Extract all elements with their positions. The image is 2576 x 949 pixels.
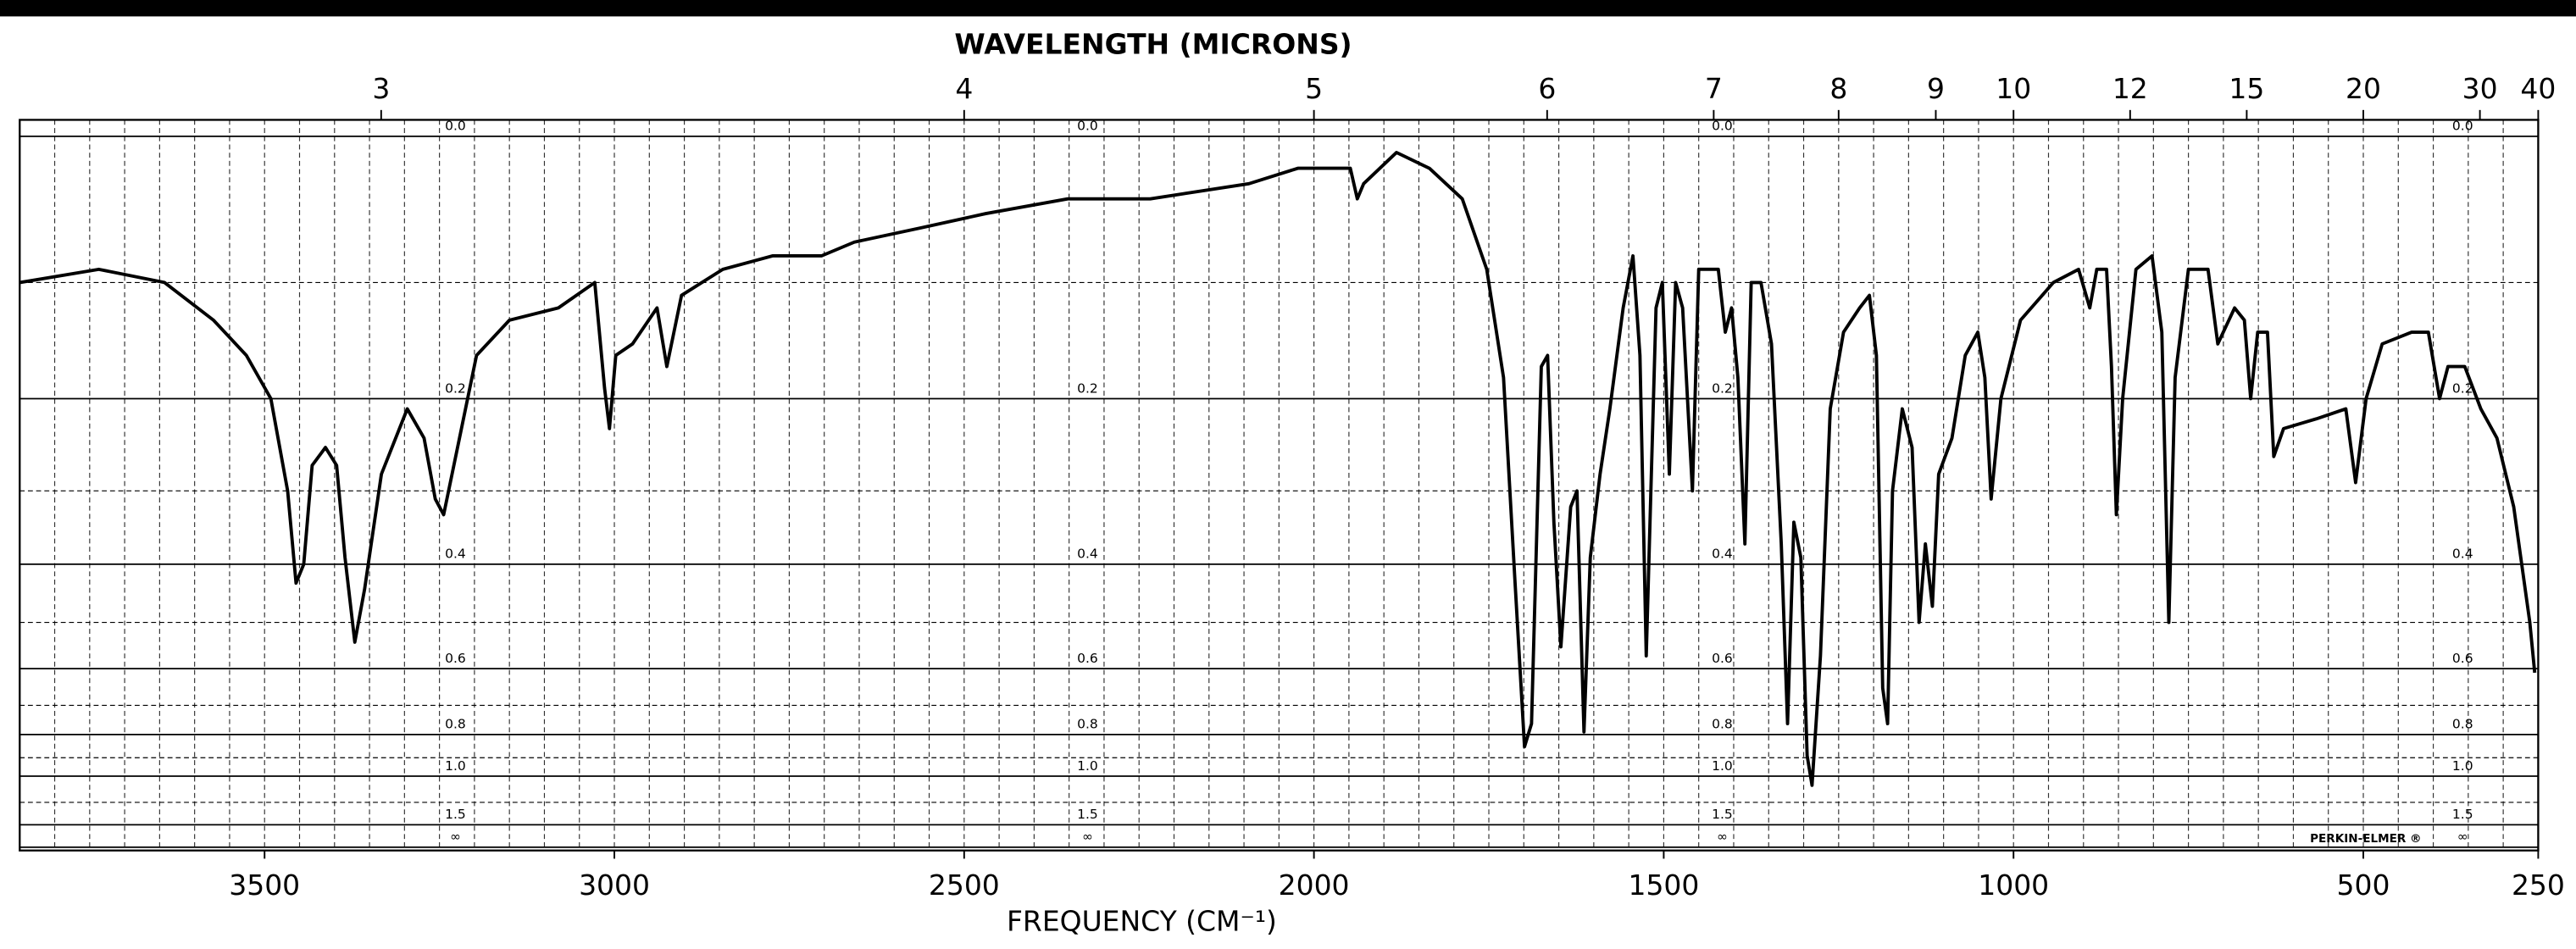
y-tick-label: 0.6: [1712, 651, 1733, 666]
x-tick-label: 2500: [929, 869, 1000, 902]
y-tick-label: 0.0: [1077, 119, 1098, 134]
y-tick-label: 0.0: [2452, 119, 2473, 134]
y-tick-label: 1.0: [2452, 758, 2473, 774]
x2-tick-label: 15: [2229, 72, 2264, 105]
x2-tick-label: 40: [2520, 72, 2556, 105]
y-tick-label: 0.8: [1712, 717, 1733, 732]
y-tick-label: ∞: [450, 830, 461, 845]
x-tick-label: 500: [2337, 869, 2390, 902]
x2-tick-label: 4: [955, 72, 973, 105]
top-bar: [0, 0, 2576, 17]
x-axis-title: FREQUENCY (CM⁻¹): [1007, 905, 1277, 938]
x-tick-label: 2000: [1279, 869, 1350, 902]
y-tick-label: ∞: [1717, 830, 1728, 845]
x2-tick-label: 12: [2112, 72, 2148, 105]
x2-tick-label: 7: [1705, 72, 1723, 105]
y-tick-label: 1.5: [1077, 807, 1098, 822]
y-tick-label: 0.2: [1712, 380, 1733, 396]
x2-tick-label: 10: [1996, 72, 2031, 105]
y-tick-label: 0.4: [1077, 547, 1098, 562]
y-tick-label: 0.4: [1712, 547, 1733, 562]
y-tick-label: 0.6: [445, 651, 466, 666]
y-tick-label: 0.0: [445, 119, 466, 134]
y-tick-label: 1.5: [1712, 807, 1733, 822]
x2-tick-label: 3: [372, 72, 390, 105]
x2-tick-label: 20: [2346, 72, 2381, 105]
x2-tick-label: 30: [2462, 72, 2498, 105]
y-tick-label: 1.5: [445, 807, 466, 822]
y-tick-label: 1.0: [1077, 758, 1098, 774]
y-tick-label: 0.4: [2452, 547, 2473, 562]
y-tick-label: 0.8: [2452, 717, 2473, 732]
y-tick-label: 0.2: [1077, 380, 1098, 396]
y-tick-label: 0.2: [2452, 380, 2473, 396]
y-tick-label: 1.0: [445, 758, 466, 774]
y-tick-label: 0.4: [445, 547, 466, 562]
x2-tick-label: 9: [1927, 72, 1945, 105]
y-tick-label: 0.6: [2452, 651, 2473, 666]
y-tick-label: ∞: [1082, 830, 1093, 845]
x-tick-label: 1000: [1978, 869, 2049, 902]
spectrum-line: [19, 150, 2537, 787]
x2-axis-title: WAVELENGTH (MICRONS): [954, 28, 1352, 61]
y-tick-label: 0.8: [445, 717, 466, 732]
y-tick-label: ∞: [2457, 830, 2468, 845]
y-tick-label: 0.6: [1077, 651, 1098, 666]
x-tick-label: 1500: [1628, 869, 1699, 902]
y-tick-label: 0.0: [1712, 119, 1733, 134]
brand-label: PERKIN-ELMER ®: [2310, 832, 2421, 846]
x-tick-label: 3000: [579, 869, 650, 902]
y-tick-label: 0.2: [445, 380, 466, 396]
y-tick-label: 0.8: [1077, 717, 1098, 732]
x2-tick-label: 5: [1305, 72, 1323, 105]
x2-tick-label: 6: [1538, 72, 1556, 105]
x-tick-label: 250: [2512, 869, 2565, 902]
y-tick-label: 1.5: [2452, 807, 2473, 822]
x-tick-label: 3500: [229, 869, 300, 902]
y-tick-label: 1.0: [1712, 758, 1733, 774]
x2-tick-label: 8: [1829, 72, 1847, 105]
